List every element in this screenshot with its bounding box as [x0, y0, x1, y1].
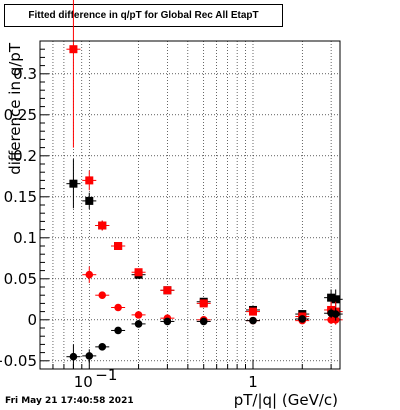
data-point [98, 291, 107, 300]
y-tick-label: 0.3 [13, 65, 37, 83]
data-point [69, 179, 78, 188]
timestamp: Fri May 21 17:40:58 2021 [5, 396, 134, 406]
series-3 [66, 307, 343, 369]
x-tick-label-exponent: −1 [95, 366, 117, 384]
y-axis-title: difference in q/pT [6, 42, 24, 175]
data-point [98, 343, 107, 351]
data-point [69, 352, 78, 361]
y-tick-label: 0 [27, 311, 37, 329]
data-point [163, 317, 172, 326]
y-tick-label: −0.05 [0, 352, 37, 370]
data-point [98, 221, 107, 230]
data-point [85, 176, 94, 185]
data-point [114, 303, 122, 312]
data-point [331, 310, 340, 318]
data-point [134, 311, 143, 319]
data-point [249, 316, 257, 325]
data-point [134, 268, 143, 277]
axis-ticks: −0.05 0 0.05 0.1 0.15 0.2 0.25 0.3 10−1 1 [0, 48, 332, 391]
data-point [134, 320, 143, 328]
data-point [298, 315, 307, 323]
data-point [69, 45, 78, 54]
y-tick-label: 0.2 [13, 147, 37, 165]
data-point [85, 196, 94, 205]
data-point [114, 242, 123, 250]
data-point [248, 307, 257, 316]
y-tick-label: 0.05 [4, 270, 37, 288]
x-tick-label: 1 [248, 373, 258, 391]
data-point [85, 352, 94, 360]
y-tick-label: 0.1 [13, 229, 37, 247]
x-tick-label: 10 [74, 373, 93, 391]
data-point [199, 299, 208, 308]
series-0 [66, 159, 343, 319]
data-point [327, 293, 336, 302]
y-tick-label: 0.25 [4, 106, 37, 124]
data-series [66, 0, 343, 369]
data-point [163, 286, 172, 295]
data-point [199, 317, 208, 326]
x-axis-title: pT/|q| (GeV/c) [234, 391, 338, 409]
data-point [114, 326, 122, 335]
data-point [331, 295, 340, 304]
series-1 [66, 0, 343, 322]
y-tick-label: 0.15 [4, 188, 37, 206]
grid-lines [39, 41, 340, 369]
data-point [85, 270, 94, 279]
